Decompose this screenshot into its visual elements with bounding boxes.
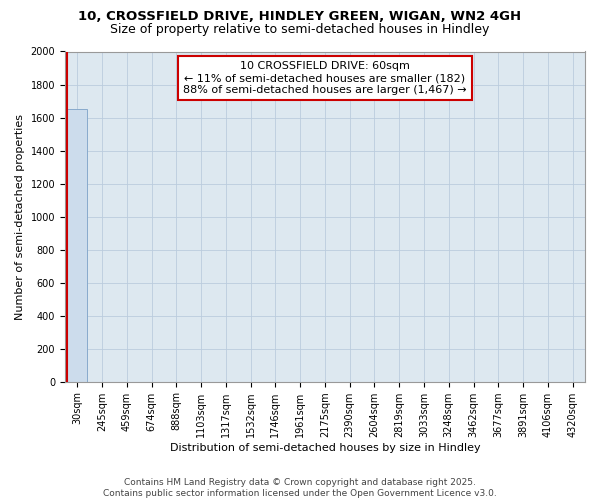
Text: Size of property relative to semi-detached houses in Hindley: Size of property relative to semi-detach… (110, 22, 490, 36)
Text: Contains HM Land Registry data © Crown copyright and database right 2025.
Contai: Contains HM Land Registry data © Crown c… (103, 478, 497, 498)
Text: 10, CROSSFIELD DRIVE, HINDLEY GREEN, WIGAN, WN2 4GH: 10, CROSSFIELD DRIVE, HINDLEY GREEN, WIG… (79, 10, 521, 23)
Text: 10 CROSSFIELD DRIVE: 60sqm
← 11% of semi-detached houses are smaller (182)
88% o: 10 CROSSFIELD DRIVE: 60sqm ← 11% of semi… (183, 62, 467, 94)
X-axis label: Distribution of semi-detached houses by size in Hindley: Distribution of semi-detached houses by … (170, 442, 480, 452)
Y-axis label: Number of semi-detached properties: Number of semi-detached properties (15, 114, 25, 320)
Bar (67, 110, 87, 382)
